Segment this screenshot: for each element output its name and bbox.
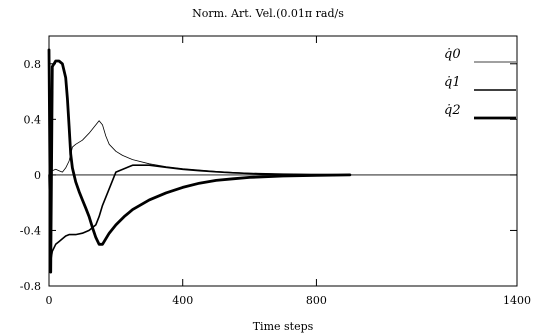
x-tick-label: 800 xyxy=(306,294,327,307)
x-tick-label: 400 xyxy=(172,294,193,307)
plot-frame xyxy=(48,35,518,287)
series-line-1 xyxy=(48,164,351,262)
x-tick-label: 1400 xyxy=(503,294,531,307)
series-layer xyxy=(47,48,352,274)
y-tick-label: -0.4 xyxy=(20,224,41,237)
y-tick-label: 0 xyxy=(34,169,41,182)
x-axis-title: Time steps xyxy=(253,320,314,333)
legend-label-1: q̇1 xyxy=(444,75,461,90)
y-tick-label: 0.4 xyxy=(24,113,42,126)
legend-label-0: q̇0 xyxy=(444,47,461,62)
legend-label-2: q̇2 xyxy=(444,103,461,118)
series-line-2 xyxy=(47,48,352,274)
legend: q̇0 q̇1 q̇2 xyxy=(444,47,516,120)
y-tick-label: 0.8 xyxy=(24,58,42,71)
axis-ticks: 0 400 800 1400 -0.8 -0.4 0 0.4 0.8 xyxy=(20,36,531,307)
x-tick-label: 0 xyxy=(46,294,53,307)
chart-title: Norm. Art. Vel.(0.01π rad/s xyxy=(192,7,344,20)
series-line-0 xyxy=(48,120,351,176)
y-tick-label: -0.8 xyxy=(20,280,41,293)
